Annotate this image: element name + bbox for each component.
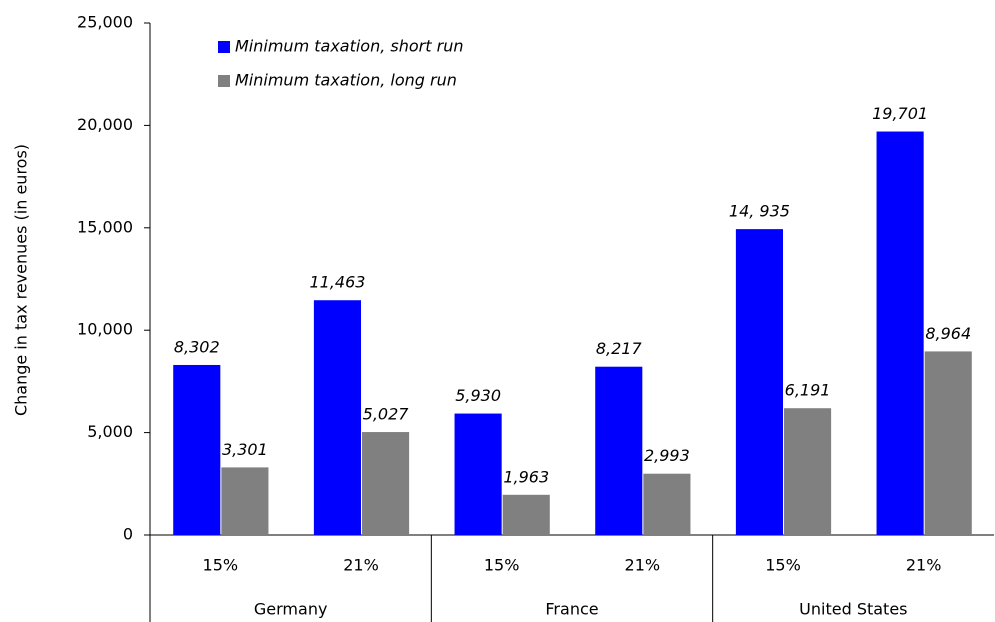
bar [454,413,502,535]
value-label: 3,301 [222,440,268,459]
value-label: 11,463 [309,273,365,292]
bar [876,131,924,536]
group-label: Germany [254,600,328,619]
value-label: 1,963 [503,467,549,486]
bar [313,300,361,535]
x-tick-label: 15% [765,556,801,575]
x-tick-label: 21% [343,556,379,575]
bar [221,467,269,535]
y-axis-label: Change in tax revenues (in euros) [12,144,31,416]
legend-swatch [218,75,230,87]
bar [924,351,972,535]
bar [502,494,550,535]
value-label: 5,930 [455,386,501,405]
value-label: 2,993 [644,446,690,465]
value-label: 19,701 [872,104,928,123]
group-label: United States [799,600,907,619]
x-tick-label: 21% [906,556,942,575]
y-tick-label: 20,000 [77,115,133,134]
bar [595,366,643,535]
legend-label: Minimum taxation, short run [235,37,463,56]
value-label: 5,027 [363,405,410,424]
value-label: 8,217 [596,339,643,358]
y-tick-label: 0 [123,525,133,544]
value-label: 8,302 [174,337,220,356]
y-tick-label: 5,000 [87,422,133,441]
bar [643,473,691,535]
y-tick-label: 15,000 [77,217,133,236]
value-label: 14, 935 [729,202,790,221]
x-tick-label: 15% [203,556,239,575]
group-label: France [545,600,598,619]
value-label: 6,191 [785,381,831,400]
bar [362,432,410,535]
value-label: 8,964 [925,324,971,343]
bar [784,408,832,535]
legend-label: Minimum taxation, long run [235,71,457,90]
y-tick-label: 25,000 [77,13,133,32]
legend-swatch [218,41,230,53]
y-tick-label: 10,000 [77,320,133,339]
x-tick-label: 21% [625,556,661,575]
bar [735,229,783,535]
bar [173,364,221,535]
x-tick-label: 15% [484,556,520,575]
